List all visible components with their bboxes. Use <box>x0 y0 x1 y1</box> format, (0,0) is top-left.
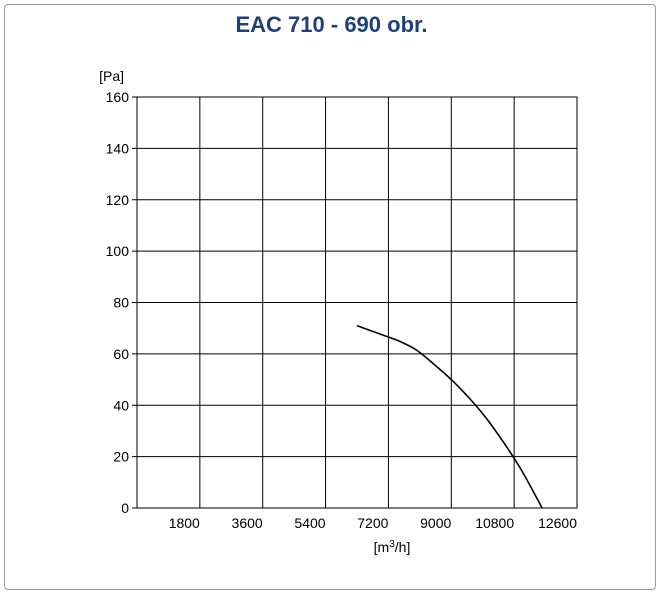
x-axis-label: [m3/h] <box>374 539 411 556</box>
chart-title: EAC 710 - 690 obr. <box>235 12 428 37</box>
x-axis-label-sup: 3 <box>389 539 395 550</box>
plot-border <box>136 96 578 509</box>
x-tick-label: 7200 <box>357 515 388 531</box>
x-tick-label: 12600 <box>538 515 577 531</box>
x-tick-label: 9000 <box>420 515 451 531</box>
y-tick-label: 100 <box>106 243 130 259</box>
y-tick-label: 40 <box>113 397 129 413</box>
y-tick-labels: 0 20 40 60 80 100 120 140 160 <box>106 89 130 516</box>
y-axis-label: [Pa] <box>99 68 124 84</box>
x-tick-labels: 1800 3600 5400 7200 9000 10800 12600 <box>169 515 578 531</box>
x-tick-label: 5400 <box>294 515 325 531</box>
y-tick-label: 160 <box>106 89 130 105</box>
x-tick-label: 1800 <box>169 515 200 531</box>
x-axis-label-base: [m <box>374 539 390 555</box>
x-axis-label-tail: /h] <box>395 539 411 555</box>
y-tick-label: 20 <box>113 449 129 465</box>
series-line <box>356 324 543 509</box>
y-tick-label: 0 <box>121 500 129 516</box>
y-tick-label: 80 <box>113 295 129 311</box>
grid-lines <box>132 96 578 509</box>
y-tick-label: 140 <box>106 140 130 156</box>
x-tick-label: 3600 <box>232 515 263 531</box>
y-tick-label: 60 <box>113 346 129 362</box>
x-tick-label: 10800 <box>475 515 514 531</box>
chart-frame <box>4 4 656 590</box>
y-tick-label: 120 <box>106 192 130 208</box>
